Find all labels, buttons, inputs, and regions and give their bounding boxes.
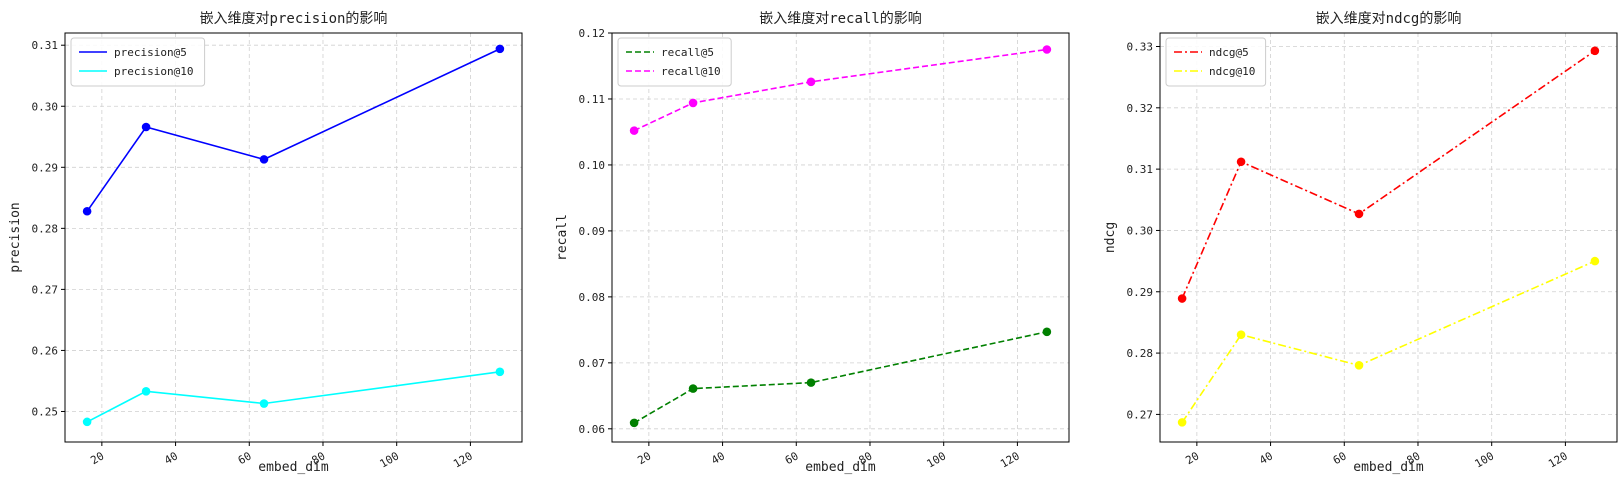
- plot-frame: [1159, 32, 1618, 443]
- data-point: [1354, 361, 1364, 370]
- y-tick-label: 0.06: [579, 423, 606, 436]
- legend-box: [617, 37, 732, 87]
- legend-label: ndcg@10: [1209, 65, 1255, 78]
- data-point: [1042, 327, 1052, 337]
- x-axis-label: embed_dim: [1353, 460, 1424, 475]
- x-tick-label: 100: [924, 449, 948, 470]
- data-point: [688, 384, 698, 393]
- y-tick-label: 0.32: [1127, 102, 1154, 115]
- data-point: [259, 399, 269, 408]
- y-tick-label: 0.30: [1127, 224, 1154, 237]
- y-tick-label: 0.30: [32, 100, 59, 113]
- data-point: [1177, 418, 1187, 427]
- data-point: [688, 98, 698, 108]
- y-tick-label: 0.07: [579, 357, 606, 370]
- legend-box: [70, 37, 206, 87]
- series-line-2: [1181, 260, 1596, 423]
- x-tick-label: 80: [310, 449, 328, 467]
- legend: precision@5 precision@10: [70, 37, 206, 87]
- legend-label: ndcg@5: [1209, 46, 1249, 59]
- y-tick-label: 0.31: [32, 39, 59, 52]
- x-tick-label: 40: [162, 449, 180, 467]
- x-tick-label: 100: [1472, 449, 1496, 470]
- y-tick-label: 0.29: [32, 161, 59, 174]
- y-axis-label: precision: [8, 202, 23, 272]
- y-tick-label: 0.26: [32, 344, 59, 357]
- x-tick-label: 80: [1405, 449, 1423, 467]
- x-tick-label: 20: [88, 449, 106, 467]
- legend: recall@5 recall@10: [617, 37, 732, 87]
- legend: ndcg@5 ndcg@10: [1165, 37, 1267, 87]
- x-tick-label: 40: [709, 449, 727, 467]
- data-point: [1236, 330, 1246, 339]
- y-tick-label: 0.10: [579, 159, 606, 172]
- legend-label: recall@5: [661, 46, 714, 59]
- x-axis-label: embed_dim: [258, 460, 329, 475]
- series-line-1: [1181, 50, 1596, 299]
- data-point: [1042, 45, 1052, 54]
- data-point: [1590, 46, 1600, 56]
- y-tick-label: 0.11: [579, 93, 606, 106]
- y-tick-label: 0.27: [1127, 408, 1154, 421]
- data-point: [82, 206, 92, 216]
- data-point: [259, 155, 269, 164]
- x-tick-label: 120: [451, 449, 475, 470]
- data-point: [1354, 209, 1364, 219]
- data-point: [141, 122, 151, 132]
- chart-title: 嵌入维度对precision的影响: [200, 11, 388, 27]
- x-tick-label: 120: [998, 449, 1022, 470]
- plot-frame: [64, 32, 523, 443]
- y-tick-label: 0.27: [32, 283, 59, 296]
- data-point: [495, 44, 505, 54]
- y-axis-label: ndcg: [1103, 222, 1118, 253]
- x-tick-label: 60: [236, 449, 254, 467]
- x-tick-label: 40: [1257, 449, 1275, 467]
- data-point: [141, 387, 151, 396]
- series-line-2: [633, 48, 1048, 132]
- x-tick-label: 60: [783, 449, 801, 467]
- chart-panel-2: 20 40 60 80 100 120 0.06 0.07 0.08 0.09 0.10 0.11 0.…: [555, 11, 1070, 475]
- chart-title: 嵌入维度对recall的影响: [759, 11, 922, 27]
- y-tick-label: 0.25: [32, 405, 59, 418]
- y-axis-label: recall: [555, 214, 570, 261]
- series-line-1: [86, 48, 501, 212]
- x-tick-label: 20: [1183, 449, 1201, 467]
- x-tick-label: 20: [635, 449, 653, 467]
- data-point: [806, 378, 816, 387]
- y-tick-label: 0.31: [1127, 163, 1154, 176]
- legend-label: precision@5: [114, 46, 187, 59]
- legend-label: recall@10: [661, 65, 721, 78]
- series-line-1: [633, 331, 1048, 424]
- y-tick-label: 0.28: [1127, 347, 1154, 360]
- x-tick-label: 80: [857, 449, 875, 467]
- y-tick-label: 0.28: [32, 222, 59, 235]
- chart-title: 嵌入维度对ndcg的影响: [1316, 11, 1462, 27]
- data-point: [629, 126, 639, 135]
- x-tick-label: 120: [1546, 449, 1570, 470]
- data-point: [806, 77, 816, 87]
- chart-panel-3: 20 40 60 80 100 120 0.27 0.28 0.29 0.30 0.31 0.32 0.…: [1103, 11, 1618, 475]
- data-point: [1177, 294, 1187, 303]
- y-tick-label: 0.33: [1127, 40, 1154, 53]
- y-tick-label: 0.09: [579, 225, 606, 238]
- series-line-2: [86, 371, 501, 423]
- y-tick-label: 0.29: [1127, 286, 1154, 299]
- legend-label: precision@10: [114, 65, 193, 78]
- data-point: [495, 367, 505, 377]
- y-tick-label: 0.12: [579, 27, 606, 40]
- plot-frame: [611, 32, 1070, 443]
- data-point: [82, 417, 92, 427]
- y-tick-label: 0.08: [579, 291, 606, 304]
- chart-panel-1: 20 40 60 80 100 120 0.25 0.26 0.27 0.28 0.29 0.30 0.…: [8, 11, 523, 475]
- data-point: [1236, 157, 1246, 167]
- x-tick-label: 100: [377, 449, 401, 470]
- data-point: [1590, 256, 1600, 266]
- x-tick-label: 60: [1331, 449, 1349, 467]
- x-axis-label: embed_dim: [805, 460, 876, 475]
- legend-box: [1165, 37, 1267, 87]
- data-point: [629, 418, 639, 428]
